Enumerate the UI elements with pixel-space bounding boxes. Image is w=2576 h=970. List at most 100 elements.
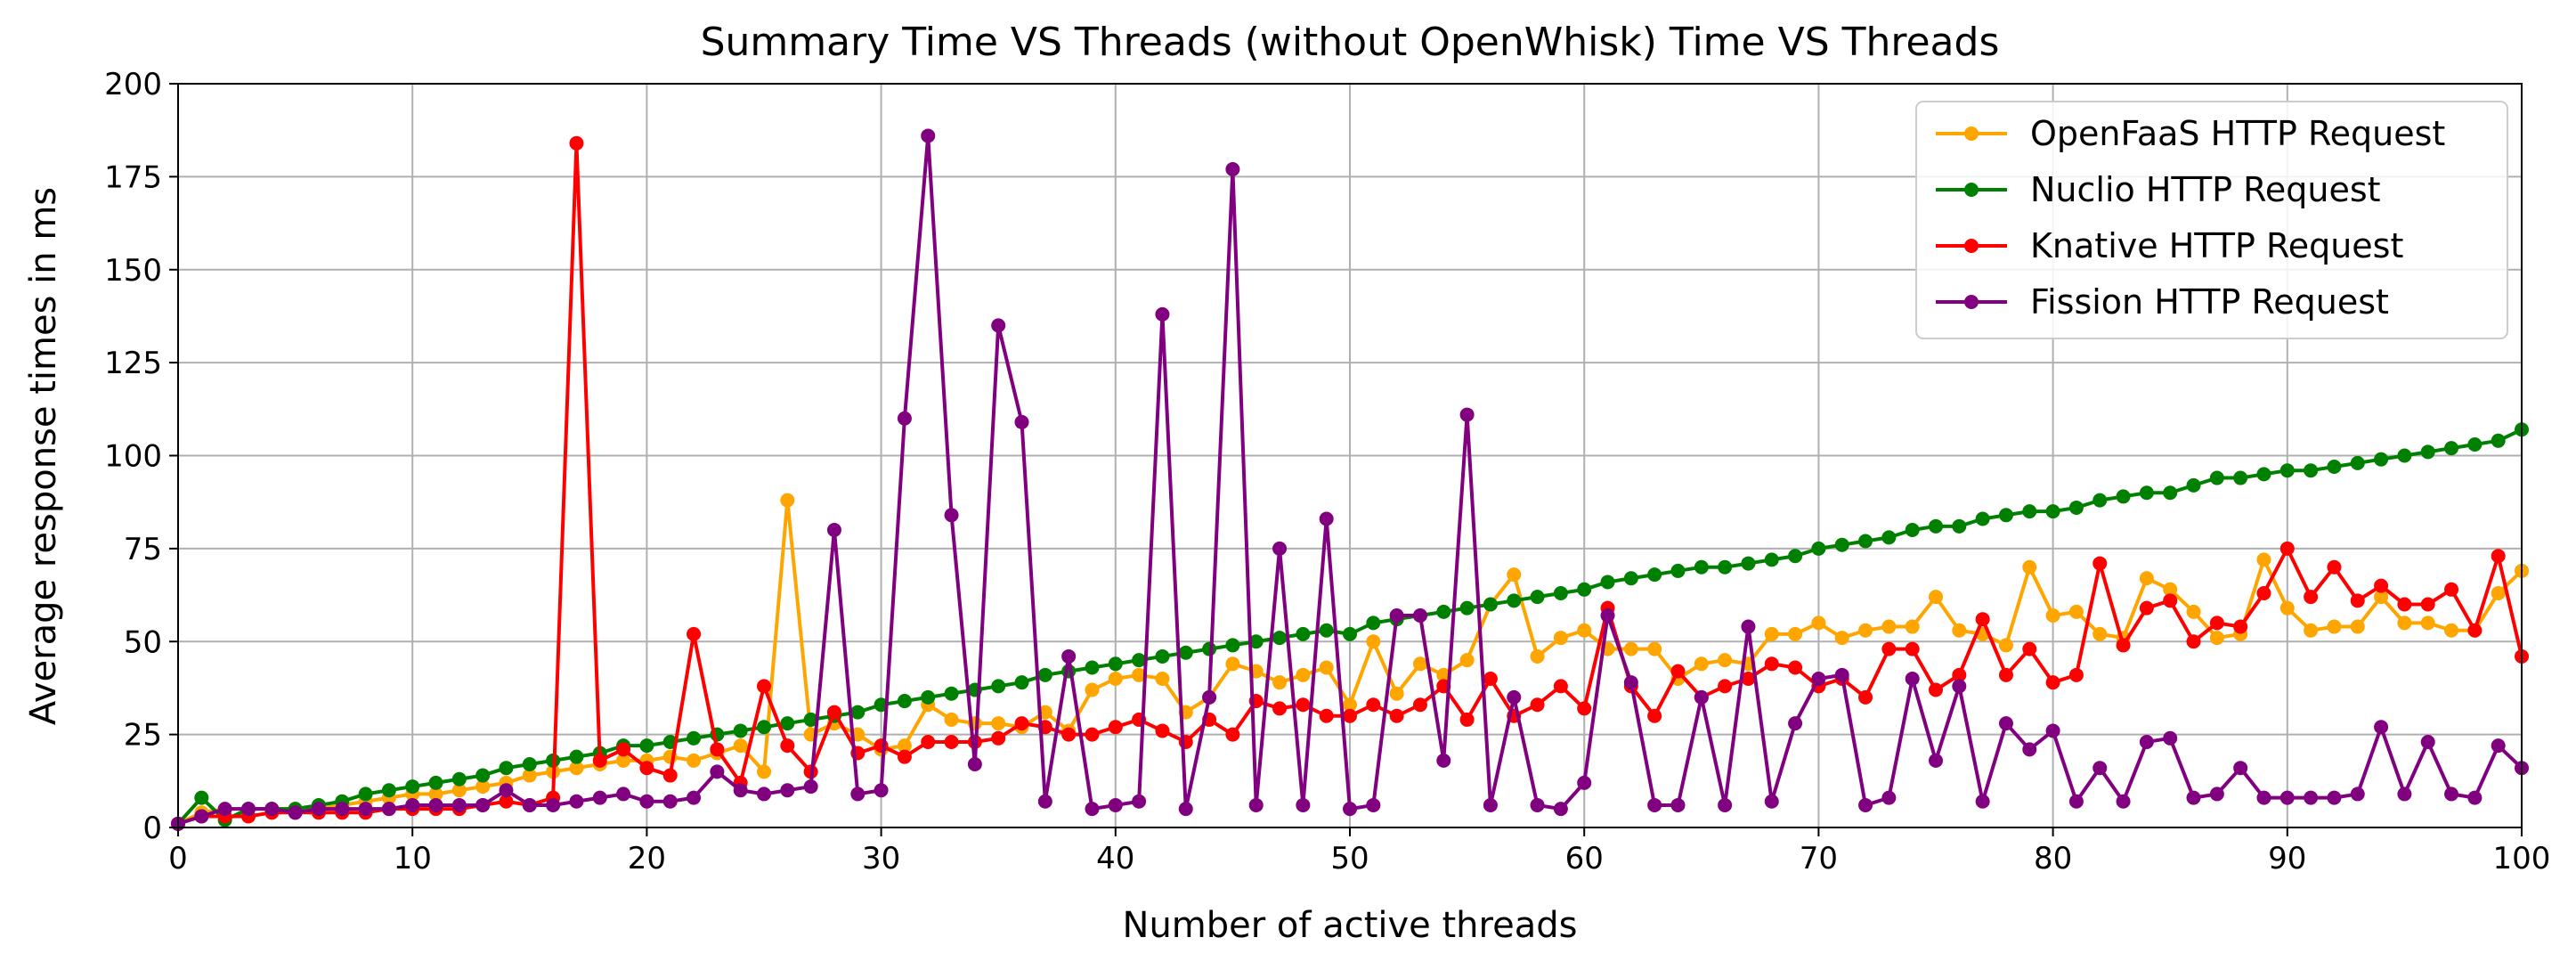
data-point <box>1132 653 1147 668</box>
data-point <box>2350 619 2365 634</box>
data-point <box>499 783 514 798</box>
data-point <box>1998 716 2013 731</box>
y-axis-label: Average response times in ms <box>23 187 64 725</box>
data-point <box>662 768 678 783</box>
data-point <box>1319 708 1334 723</box>
data-point <box>2327 619 2342 634</box>
data-point <box>1530 590 1545 605</box>
data-point <box>2467 436 2483 452</box>
data-point <box>1483 597 1498 612</box>
data-point <box>335 802 350 817</box>
data-point <box>1085 660 1100 675</box>
data-point <box>451 797 467 812</box>
data-point <box>616 742 631 757</box>
data-point <box>874 783 889 798</box>
data-point <box>381 783 396 798</box>
data-point <box>311 802 326 817</box>
data-point <box>991 679 1006 694</box>
data-point <box>2022 641 2037 656</box>
data-point <box>1694 656 1709 672</box>
data-point <box>1225 638 1240 653</box>
data-point <box>1389 686 1404 701</box>
y-tick-label: 25 <box>124 718 162 754</box>
data-point <box>2139 734 2154 749</box>
data-point <box>1225 162 1240 177</box>
data-point <box>1998 508 2013 523</box>
data-point <box>2304 463 2319 478</box>
data-point <box>2304 590 2319 605</box>
y-tick-label: 100 <box>104 439 162 475</box>
data-point <box>428 787 443 802</box>
data-point <box>2444 787 2459 802</box>
data-point <box>1553 679 1568 694</box>
data-point <box>2256 585 2271 600</box>
data-point <box>1225 727 1240 742</box>
data-point <box>2491 549 2506 564</box>
data-point <box>1577 623 1592 638</box>
data-point <box>1202 641 1217 656</box>
data-point <box>1694 689 1709 705</box>
data-point <box>2444 582 2459 597</box>
data-point <box>2186 477 2201 493</box>
data-point <box>733 738 748 754</box>
data-point <box>2491 738 2506 754</box>
data-point <box>2139 571 2154 586</box>
data-point <box>1296 697 1311 713</box>
x-tick-label: 10 <box>394 841 432 876</box>
data-point <box>2209 631 2224 646</box>
data-point <box>1811 615 1826 631</box>
data-point <box>1155 648 1170 664</box>
data-point <box>1647 797 1662 812</box>
data-point <box>2374 590 2389 605</box>
data-point <box>1296 797 1311 812</box>
legend-item: Knative HTTP Request <box>1936 226 2403 265</box>
data-point <box>2068 794 2084 809</box>
data-point <box>1366 797 1381 812</box>
data-point <box>1881 530 1897 545</box>
data-point <box>1881 619 1897 634</box>
data-point <box>2256 790 2271 805</box>
data-point <box>2233 470 2248 485</box>
data-point <box>240 802 256 817</box>
data-point <box>2209 787 2224 802</box>
data-point <box>428 775 443 790</box>
data-point <box>1577 775 1592 790</box>
data-point <box>1929 753 1943 768</box>
data-point <box>1225 656 1240 672</box>
data-point <box>2374 720 2389 735</box>
x-tick-label: 0 <box>168 841 188 876</box>
data-point <box>2304 623 2319 638</box>
data-point <box>1834 667 1849 682</box>
data-point <box>1530 697 1545 713</box>
data-point <box>1975 794 1990 809</box>
data-point <box>1178 802 1193 817</box>
data-point <box>2068 604 2084 619</box>
data-point <box>1272 541 1288 556</box>
data-point <box>733 723 748 738</box>
data-point <box>1764 656 1779 672</box>
data-point <box>1155 306 1170 322</box>
data-point <box>1085 727 1100 742</box>
data-point <box>1272 701 1288 716</box>
data-point <box>1623 675 1638 690</box>
data-point <box>1741 672 1756 686</box>
data-point <box>1412 656 1427 672</box>
data-point <box>921 128 936 143</box>
data-point <box>1343 708 1357 723</box>
data-point <box>2116 794 2131 809</box>
data-point <box>1343 697 1357 713</box>
data-point <box>2068 667 2084 682</box>
x-tick-label: 40 <box>1096 841 1134 876</box>
data-point <box>1108 720 1123 735</box>
data-point <box>2327 790 2342 805</box>
data-point <box>1834 537 1849 552</box>
data-point <box>1014 414 1029 429</box>
x-tick-label: 80 <box>2034 841 2072 876</box>
legend-label: Fission HTTP Request <box>2030 282 2389 322</box>
data-point <box>1600 575 1615 590</box>
legend-item: Nuclio HTTP Request <box>1936 170 2381 209</box>
data-point <box>757 720 771 735</box>
legend-box <box>1915 101 2508 339</box>
data-point <box>1178 645 1193 660</box>
y-tick-label: 200 <box>104 67 162 102</box>
